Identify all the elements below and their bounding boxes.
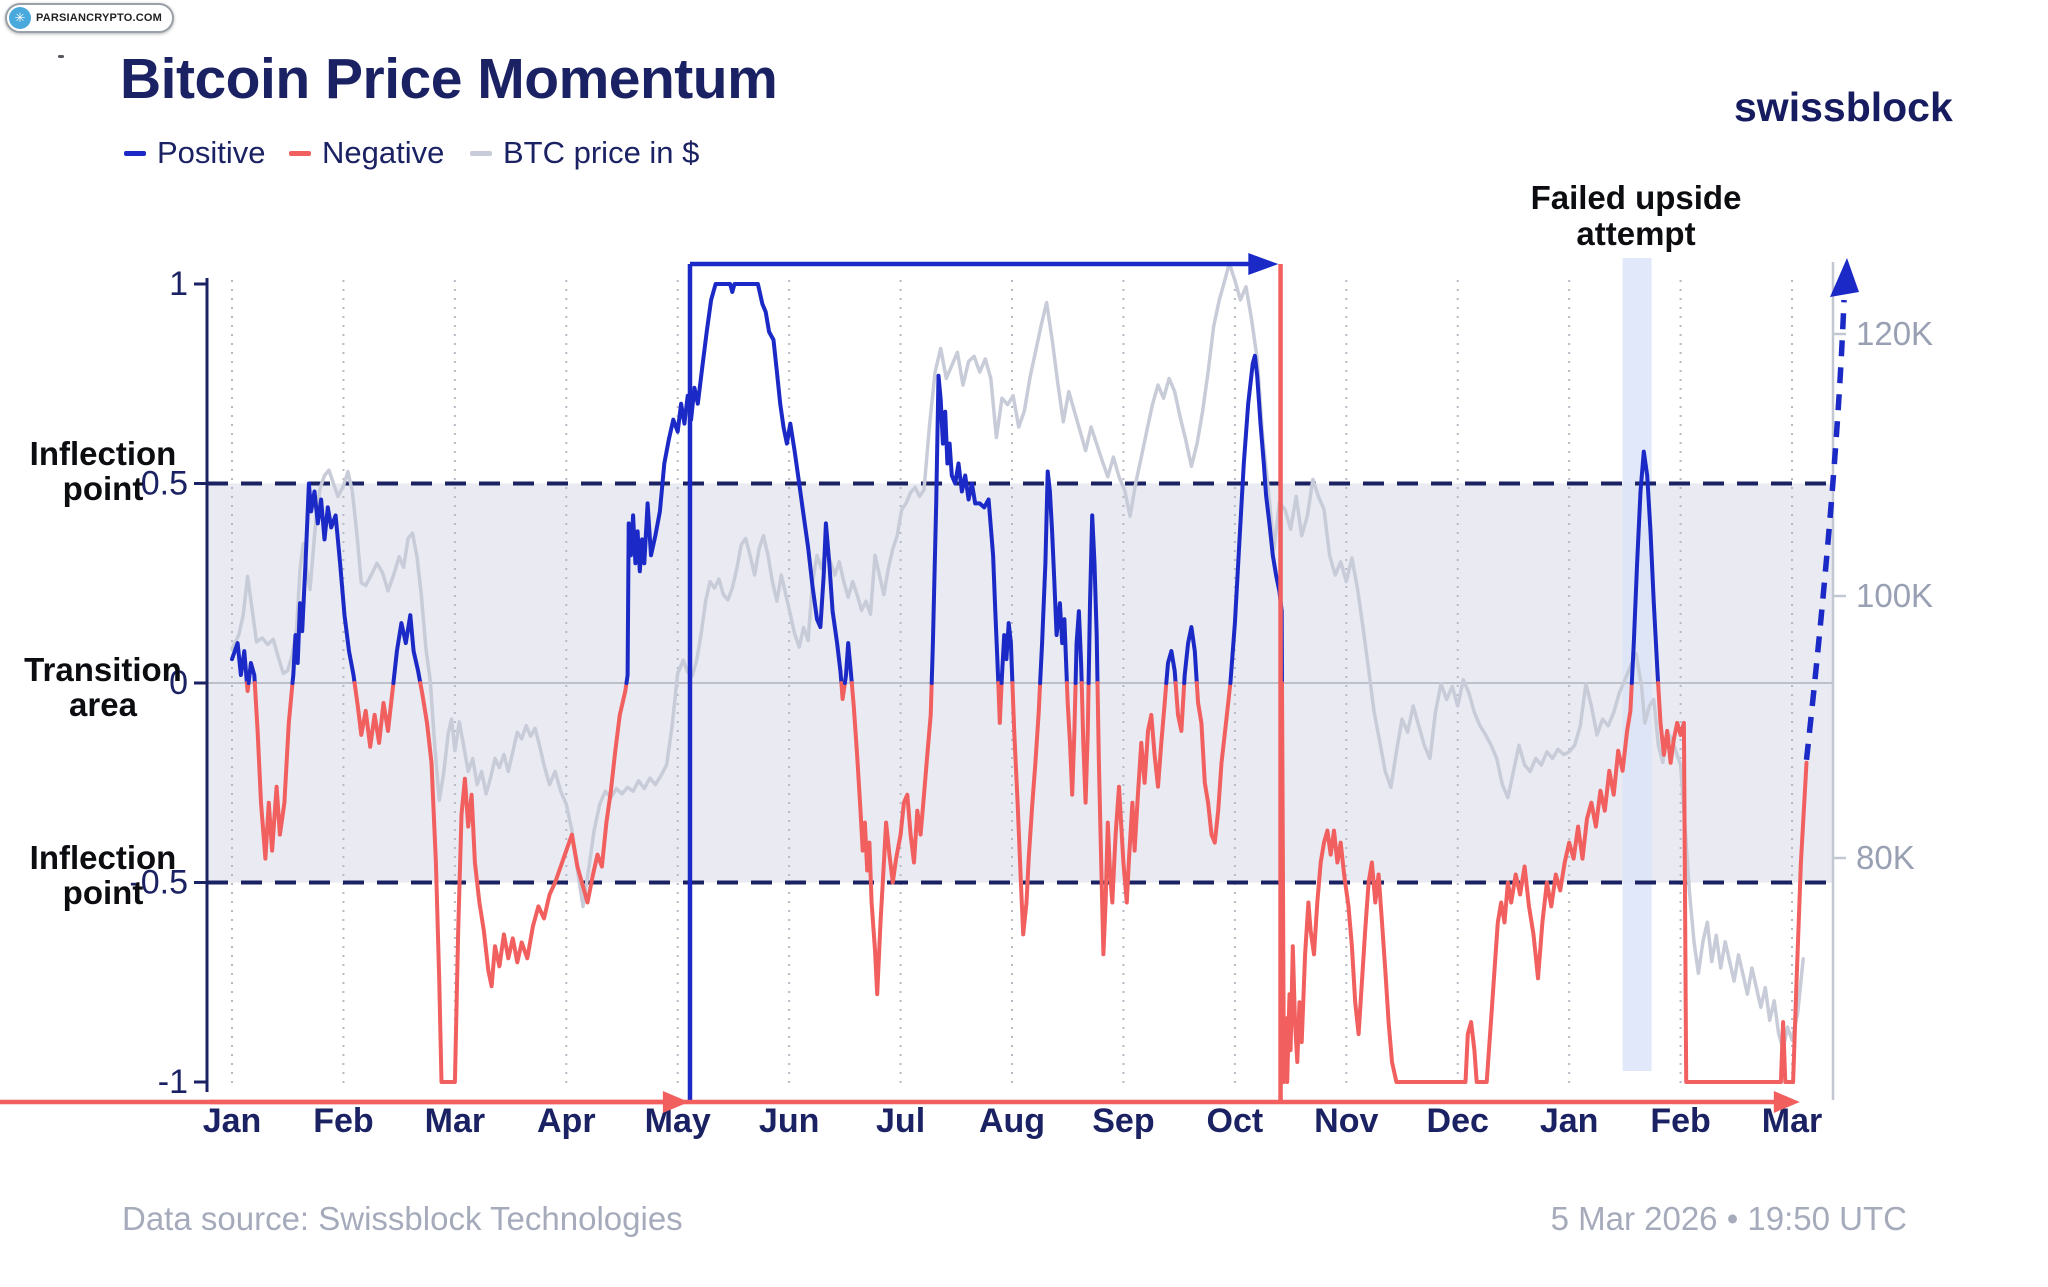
data-source-text: Data source: Swissblock Technologies xyxy=(122,1200,683,1237)
label-line: point xyxy=(62,470,144,507)
failed-upside-attempt-label: Failed upside attempt xyxy=(1500,180,1772,252)
momentum-positive-segment xyxy=(999,621,1015,685)
price-dash-icon xyxy=(470,150,492,156)
month-label: Jul xyxy=(876,1102,925,1140)
inflection-point-lower-label: Inflection point xyxy=(8,840,198,910)
legend-item-positive: Positive xyxy=(124,135,266,170)
right-axis-tick-label: 120K xyxy=(1856,315,1933,352)
legend-label: Negative xyxy=(322,135,445,170)
timestamp-text: 5 Mar 2026 • 19:50 UTC xyxy=(1550,1200,1907,1237)
momentum-positive-segment xyxy=(290,481,357,685)
month-label: Nov xyxy=(1314,1102,1378,1140)
momentum-negative-segment xyxy=(996,681,1004,725)
month-label: Jun xyxy=(759,1102,819,1140)
momentum-negative-segment xyxy=(839,681,847,701)
month-label: Jan xyxy=(1540,1102,1599,1140)
left-axis-tick-label: -1 xyxy=(158,1063,188,1101)
momentum-positive-segment xyxy=(246,661,257,685)
label-line: attempt xyxy=(1576,215,1696,252)
momentum-negative-segment xyxy=(1173,681,1187,733)
momentum-positive-segment xyxy=(230,641,249,685)
transition-area-label: Transition area xyxy=(8,652,198,722)
right-axis-tick-label: 80K xyxy=(1856,839,1915,876)
label-line: Transition xyxy=(24,651,182,688)
label-line: point xyxy=(62,874,144,911)
label-line: area xyxy=(69,686,137,723)
legend-label: BTC price in $ xyxy=(503,135,700,170)
momentum-positive-segment xyxy=(391,613,423,685)
negative-dash-icon xyxy=(289,150,311,156)
momentum-negative-segment xyxy=(1064,681,1078,797)
left-axis-tick-label: 1 xyxy=(169,265,188,303)
red-arrowhead-icon xyxy=(1773,1090,1800,1113)
momentum-positive-segment xyxy=(1182,625,1199,685)
momentum-positive-segment xyxy=(842,641,854,685)
momentum-positive-segment xyxy=(1038,469,1069,685)
parsiancrypto-logo-icon xyxy=(9,7,31,29)
momentum-positive-segment xyxy=(1086,513,1100,685)
momentum-positive-segment xyxy=(1228,353,1284,685)
swissblock-logo: swissblock xyxy=(1734,84,1953,130)
btc-price-line xyxy=(230,261,1805,1052)
momentum-negative-segment xyxy=(418,681,629,1084)
blue-arrowhead-icon xyxy=(1248,253,1279,276)
left-axis-tick-label: 0.5 xyxy=(141,465,188,503)
month-label: Oct xyxy=(1207,1102,1264,1140)
momentum-negative-segment xyxy=(849,681,934,997)
month-label: May xyxy=(645,1102,711,1140)
month-label: Jan xyxy=(203,1102,262,1140)
momentum-positive-segment xyxy=(1164,649,1178,685)
month-label: Aug xyxy=(979,1102,1045,1140)
momentum-negative-segment xyxy=(1095,681,1169,957)
month-label: Mar xyxy=(425,1102,485,1140)
momentum-negative-segment xyxy=(1656,681,1809,1084)
momentum-positive-segment xyxy=(929,373,1001,685)
left-axis-tick-label: -0.5 xyxy=(129,864,188,902)
momentum-negative-segment xyxy=(352,681,396,749)
momentum-positive-segment xyxy=(1629,449,1661,685)
month-label: Feb xyxy=(1650,1102,1710,1140)
legend-label: Positive xyxy=(157,135,266,170)
blue-up-arrowhead-icon xyxy=(1830,258,1859,297)
page-title: Bitcoin Price Momentum xyxy=(120,47,778,111)
month-label: Mar xyxy=(1762,1102,1822,1140)
legend-item-negative: Negative xyxy=(289,135,445,170)
watermark-badge: PARSIANCRYPTO.COM xyxy=(5,3,175,33)
momentum-positive-segment xyxy=(624,282,844,685)
momentum-positive-segment xyxy=(1073,609,1084,685)
ink-speck xyxy=(58,55,64,58)
month-label: Dec xyxy=(1427,1102,1489,1140)
watermark-text: PARSIANCRYPTO.COM xyxy=(36,12,163,24)
month-label: Feb xyxy=(313,1102,373,1140)
momentum-negative-segment xyxy=(1079,681,1091,805)
inflection-point-upper-label: Inflection point xyxy=(8,436,198,506)
positive-dash-icon xyxy=(124,150,146,156)
blue-dashed-projection xyxy=(1803,299,1847,761)
left-axis-tick-label: 0 xyxy=(169,664,188,702)
momentum-negative-segment xyxy=(244,681,251,693)
month-label: Apr xyxy=(537,1102,596,1140)
right-axis-tick-label: 100K xyxy=(1856,577,1933,614)
label-line: Inflection xyxy=(29,839,177,876)
label-line: Inflection xyxy=(29,435,177,472)
momentum-negative-segment xyxy=(1194,681,1233,845)
momentum-negative-segment xyxy=(252,681,295,861)
momentum-negative-segment xyxy=(1280,681,1634,1084)
month-label: Sep xyxy=(1092,1102,1154,1140)
legend-item-btc-price: BTC price in $ xyxy=(470,135,700,170)
momentum-negative-segment xyxy=(1010,681,1043,937)
label-line: Failed upside xyxy=(1530,179,1742,216)
